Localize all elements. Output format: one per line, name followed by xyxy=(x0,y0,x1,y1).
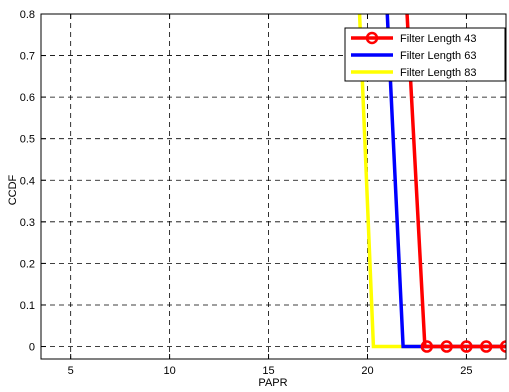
y-axis-label: CCDF xyxy=(7,174,19,205)
y-tick-label: 0.1 xyxy=(20,300,35,312)
y-tick-label: 0.8 xyxy=(20,9,35,21)
legend: Filter Length 43 Filter Length 63 Filter L… xyxy=(344,27,506,82)
y-tick-labels: 0 0.1 0.2 0.3 0.4 0.5 0.6 0.7 0.8 xyxy=(20,9,35,354)
y-tick-label: 0.5 xyxy=(20,134,35,146)
series-marker xyxy=(420,340,434,353)
x-tick-label: 10 xyxy=(163,365,175,377)
legend-marker xyxy=(365,31,379,45)
series-marker xyxy=(460,340,473,353)
x-tick-label: 5 xyxy=(68,365,74,377)
legend-label: Filter Length 43 xyxy=(400,33,476,45)
y-tick-label: 0.7 xyxy=(20,51,35,63)
x-tick-label: 20 xyxy=(361,365,373,377)
y-tick-label: 0.3 xyxy=(20,217,35,229)
y-tick-label: 0.6 xyxy=(20,92,35,104)
legend-label: Filter Length 83 xyxy=(400,67,476,79)
series-layer xyxy=(357,14,506,353)
legend-label: Filter Length 63 xyxy=(400,50,476,62)
series-marker xyxy=(479,340,493,353)
y-tick-label: 0 xyxy=(29,342,35,354)
x-tick-label: 15 xyxy=(262,365,274,377)
series-line xyxy=(405,14,506,349)
x-axis-label: PAPR xyxy=(258,377,287,389)
x-tick-label: 25 xyxy=(460,365,472,377)
series-marker xyxy=(440,340,453,353)
y-tick-label: 0.2 xyxy=(20,258,35,270)
x-tick-labels: 5 10 15 20 25 xyxy=(68,365,473,377)
axis-ticks xyxy=(41,13,506,359)
y-tick-label: 0.4 xyxy=(20,175,35,187)
plot-frame xyxy=(40,13,507,360)
series-marker xyxy=(499,340,506,353)
